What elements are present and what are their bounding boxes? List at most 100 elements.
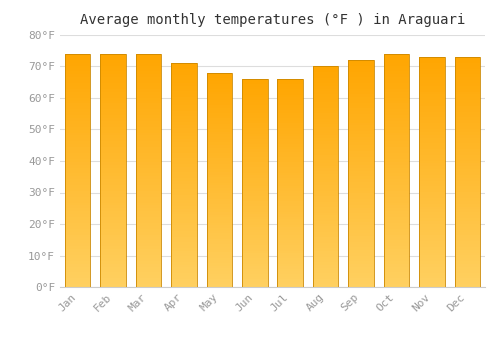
Bar <box>171 253 196 256</box>
Bar <box>206 126 232 129</box>
Bar <box>419 218 444 221</box>
Bar <box>136 223 162 226</box>
Bar <box>419 109 444 112</box>
Bar <box>242 134 268 136</box>
Bar <box>206 150 232 153</box>
Bar <box>136 106 162 109</box>
Bar <box>384 141 409 144</box>
Bar <box>206 81 232 84</box>
Bar <box>171 83 196 86</box>
Bar <box>206 134 232 137</box>
Bar <box>348 86 374 89</box>
Bar <box>242 269 268 271</box>
Bar <box>454 89 480 92</box>
Bar <box>206 206 232 209</box>
Bar <box>65 199 90 203</box>
Bar <box>65 54 90 57</box>
Bar <box>384 60 409 63</box>
Bar <box>65 191 90 194</box>
Bar <box>65 284 90 287</box>
Bar <box>454 97 480 100</box>
Bar <box>313 240 338 243</box>
Bar <box>65 109 90 112</box>
Bar <box>136 179 162 182</box>
Bar <box>454 206 480 209</box>
Bar <box>454 71 480 74</box>
Bar <box>171 206 196 209</box>
Bar <box>100 150 126 153</box>
Bar <box>136 191 162 194</box>
Bar <box>171 209 196 211</box>
Bar <box>313 77 338 80</box>
Bar <box>278 284 303 287</box>
Bar <box>65 179 90 182</box>
Bar <box>65 211 90 214</box>
Bar <box>242 251 268 253</box>
Bar <box>278 92 303 95</box>
Bar <box>384 226 409 229</box>
Bar <box>171 63 196 287</box>
Bar <box>384 258 409 261</box>
Bar <box>65 57 90 60</box>
Bar <box>278 160 303 162</box>
Bar <box>206 225 232 228</box>
Bar <box>278 118 303 121</box>
Bar <box>278 266 303 269</box>
Bar <box>171 72 196 75</box>
Bar <box>348 213 374 216</box>
Bar <box>100 92 126 95</box>
Bar <box>136 278 162 281</box>
Bar <box>419 278 444 281</box>
Bar <box>384 229 409 232</box>
Bar <box>454 60 480 63</box>
Bar <box>454 163 480 166</box>
Bar <box>171 186 196 189</box>
Bar <box>136 103 162 106</box>
Bar <box>206 159 232 161</box>
Bar <box>278 144 303 147</box>
Bar <box>136 275 162 278</box>
Bar <box>206 102 232 105</box>
Bar <box>242 271 268 274</box>
Bar <box>348 154 374 156</box>
Bar <box>384 243 409 246</box>
Bar <box>100 229 126 232</box>
Bar <box>313 226 338 229</box>
Bar <box>242 123 268 126</box>
Bar <box>278 134 303 136</box>
Bar <box>242 191 268 194</box>
Bar <box>242 188 268 191</box>
Bar <box>278 180 303 183</box>
Bar <box>100 202 126 205</box>
Bar <box>454 235 480 238</box>
Bar <box>242 170 268 173</box>
Bar <box>100 124 126 127</box>
Bar <box>206 148 232 150</box>
Bar <box>171 125 196 128</box>
Bar <box>171 273 196 276</box>
Bar <box>348 222 374 225</box>
Bar <box>348 125 374 128</box>
Bar <box>136 86 162 89</box>
Bar <box>348 103 374 106</box>
Bar <box>419 198 444 201</box>
Bar <box>419 172 444 175</box>
Bar <box>171 66 196 69</box>
Bar <box>65 182 90 185</box>
Bar <box>454 250 480 252</box>
Bar <box>348 134 374 137</box>
Bar <box>242 94 268 97</box>
Bar <box>313 83 338 86</box>
Bar <box>278 149 303 152</box>
Bar <box>419 221 444 224</box>
Bar <box>278 245 303 248</box>
Bar <box>242 167 268 170</box>
Bar <box>65 208 90 211</box>
Bar <box>206 124 232 126</box>
Bar <box>242 194 268 196</box>
Bar <box>348 63 374 66</box>
Bar <box>348 239 374 241</box>
Bar <box>100 57 126 60</box>
Bar <box>454 129 480 132</box>
Bar <box>348 267 374 270</box>
